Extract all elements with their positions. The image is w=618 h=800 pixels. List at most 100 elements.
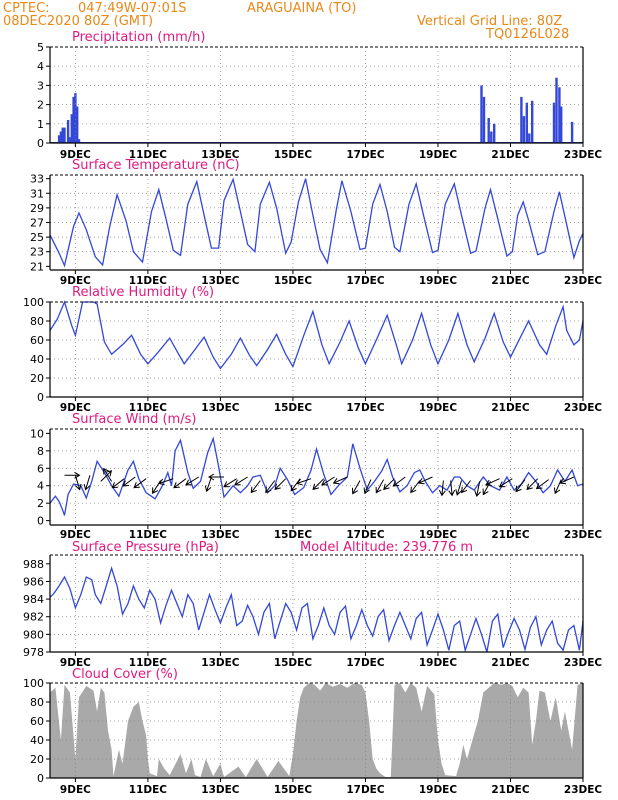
precip-bar bbox=[61, 127, 64, 143]
header-coords: 047:49W-07:01S bbox=[78, 1, 187, 16]
y-tick-label: 80 bbox=[30, 696, 44, 709]
y-tick-label: 40 bbox=[30, 734, 44, 747]
x-tick-label: 11DEC bbox=[129, 275, 168, 287]
panel-title: Cloud Cover (%) bbox=[72, 667, 178, 682]
x-tick-label: 19DEC bbox=[419, 149, 458, 161]
panel-4: Surface Pressure (hPa) Model Altitude: 23… bbox=[23, 540, 602, 669]
wind-arrow bbox=[158, 478, 174, 486]
y-tick-label: 0 bbox=[37, 772, 44, 785]
wind-arrow bbox=[474, 481, 481, 498]
x-tick-label: 21DEC bbox=[491, 149, 530, 161]
y-tick-label: 988 bbox=[23, 558, 44, 571]
x-tick-label: 9DEC bbox=[60, 657, 91, 669]
wind-arrow bbox=[553, 479, 562, 495]
x-tick-label: 21DEC bbox=[491, 529, 530, 541]
wind-arrow bbox=[265, 480, 276, 494]
x-tick-label: 23DEC bbox=[564, 657, 603, 669]
wind-arrow bbox=[352, 480, 361, 495]
wind-arrow bbox=[448, 480, 456, 497]
precip-bar bbox=[487, 118, 490, 143]
precip-bar bbox=[528, 133, 531, 143]
wind-arrow bbox=[461, 480, 471, 494]
header-init-time: 08DEC2020 80Z (GMT) bbox=[3, 14, 154, 29]
precip-bar bbox=[558, 87, 561, 143]
y-tick-label: 29 bbox=[30, 202, 44, 215]
precip-bar bbox=[68, 137, 72, 143]
x-tick-label: 13DEC bbox=[201, 784, 240, 796]
precip-bar bbox=[522, 116, 526, 143]
precip-bar bbox=[74, 93, 77, 143]
wind-arrow bbox=[234, 476, 248, 486]
wind-arrow bbox=[103, 467, 113, 482]
precip-bar bbox=[77, 139, 81, 143]
wind-arrow bbox=[100, 470, 113, 482]
precip-bar bbox=[482, 96, 486, 143]
wind-arrow bbox=[173, 478, 187, 489]
y-tick-label: 100 bbox=[23, 677, 44, 690]
x-tick-label: 11DEC bbox=[129, 149, 168, 161]
y-tick-label: 2 bbox=[37, 99, 44, 112]
x-tick-label: 17DEC bbox=[346, 402, 385, 414]
series-line bbox=[49, 177, 584, 268]
x-tick-label: 23DEC bbox=[564, 784, 603, 796]
wind-arrow bbox=[321, 476, 335, 486]
panel-title: Precipitation (mm/h) bbox=[72, 30, 205, 45]
wind-arrow bbox=[204, 476, 212, 493]
x-tick-label: 17DEC bbox=[346, 149, 385, 161]
y-tick-label: 31 bbox=[30, 187, 44, 200]
y-tick-label: 23 bbox=[30, 246, 44, 259]
wind-arrow bbox=[498, 478, 513, 488]
wind-arrow bbox=[363, 479, 372, 495]
wind-arrow bbox=[274, 478, 287, 491]
series-line bbox=[49, 300, 584, 370]
wind-arrow bbox=[111, 478, 125, 489]
y-tick-label: 6 bbox=[37, 462, 44, 475]
panel-title: Surface Wind (m/s) bbox=[72, 412, 196, 427]
x-tick-label: 23DEC bbox=[564, 402, 603, 414]
wind-arrow bbox=[133, 478, 147, 489]
header-grid-note: Vertical Grid Line: 80Z bbox=[417, 14, 563, 29]
x-tick-label: 19DEC bbox=[419, 784, 458, 796]
panel-3: Surface Wind (m/s) 9DEC 11DEC 13DEC 15DEC 17D… bbox=[30, 412, 602, 541]
wind-arrow bbox=[455, 480, 462, 496]
wind-arrow bbox=[208, 473, 224, 481]
wind-arrow bbox=[64, 471, 81, 479]
x-tick-label: 15DEC bbox=[274, 402, 313, 414]
x-tick-label: 13DEC bbox=[201, 275, 240, 287]
x-tick-label: 23DEC bbox=[564, 149, 603, 161]
x-tick-label: 15DEC bbox=[274, 529, 313, 541]
precip-bar bbox=[552, 102, 556, 143]
y-tick-label: 986 bbox=[23, 575, 44, 588]
x-tick-label: 19DEC bbox=[419, 657, 458, 669]
x-tick-label: 17DEC bbox=[346, 657, 385, 669]
y-tick-label: 982 bbox=[23, 611, 44, 624]
series-line bbox=[49, 565, 584, 653]
panel-title: Surface Pressure (hPa) bbox=[72, 540, 219, 555]
wind-arrow bbox=[223, 478, 237, 488]
y-tick-label: 80 bbox=[30, 315, 44, 328]
x-tick-label: 21DEC bbox=[491, 402, 530, 414]
y-tick-label: 1 bbox=[37, 118, 44, 131]
precip-bar bbox=[531, 100, 534, 143]
x-tick-label: 17DEC bbox=[346, 529, 385, 541]
y-tick-label: 2 bbox=[37, 497, 44, 510]
x-tick-label: 11DEC bbox=[129, 529, 168, 541]
wind-arrow bbox=[438, 480, 446, 497]
y-tick-label: 5 bbox=[37, 41, 44, 54]
panel-2: Relative Humidity (%) 9DEC 11DEC 13DEC 15DEC… bbox=[23, 285, 602, 414]
wind-arrow bbox=[122, 476, 136, 487]
header-source: CPTEC: bbox=[3, 1, 50, 16]
wind-arrow bbox=[485, 478, 500, 486]
y-tick-label: 60 bbox=[30, 334, 44, 347]
wind-arrow bbox=[83, 475, 91, 491]
y-tick-label: 20 bbox=[30, 753, 44, 766]
x-tick-label: 17DEC bbox=[346, 784, 385, 796]
wind-arrow bbox=[410, 480, 421, 494]
precip-bar bbox=[520, 96, 523, 143]
x-tick-label: 9DEC bbox=[60, 149, 91, 161]
x-tick-label: 15DEC bbox=[274, 275, 313, 287]
x-tick-label: 11DEC bbox=[129, 784, 168, 796]
precip-bar bbox=[76, 106, 79, 143]
y-tick-label: 10 bbox=[30, 427, 44, 440]
precip-bar bbox=[57, 135, 61, 143]
